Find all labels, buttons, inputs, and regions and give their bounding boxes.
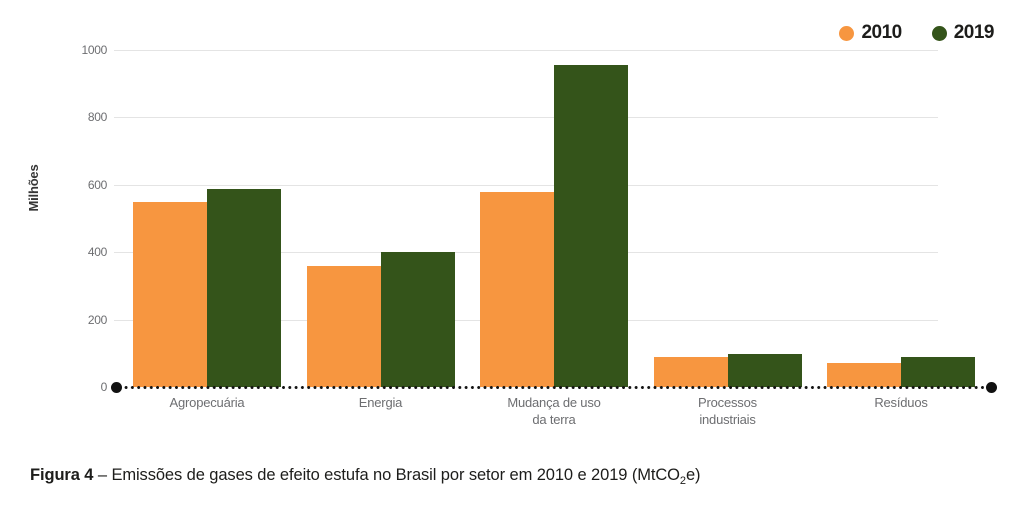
bar-2010-energia <box>306 266 381 387</box>
legend-item-2010: 2010 <box>839 22 902 44</box>
bar-2019-processos <box>727 354 802 387</box>
x-category-label: Resíduos <box>874 395 928 410</box>
caption-text: Emissões de gases de efeito estufa no Br… <box>111 466 628 484</box>
legend-item-2019: 2019 <box>931 22 995 44</box>
bar-2019-resíduos <box>901 357 975 387</box>
x-category-label: Energia <box>358 395 403 410</box>
bar-2010-mudança-de-uso <box>480 192 554 387</box>
y-tick-label-400: 400 <box>87 245 107 260</box>
legend-label: 2019 <box>953 22 995 43</box>
gridline-600 <box>114 184 938 186</box>
bar-2010-agropecuária <box>133 202 207 387</box>
y-tick-label-0: 0 <box>100 380 108 394</box>
caption-separator: – <box>97 466 107 484</box>
y-tick-label-600: 600 <box>87 177 107 192</box>
figure-caption: Figura 4 – Emissões de gases de efeito e… <box>30 466 701 487</box>
baseline-left-dot <box>110 381 122 393</box>
chart-legend: 2010 2019 <box>839 22 995 44</box>
bar-2010-resíduos <box>827 363 901 387</box>
legend-dot-icon <box>839 25 855 41</box>
zero-baseline <box>112 385 992 389</box>
caption-unit: (MtCO2e) <box>631 466 701 487</box>
caption-figure-number: Figura 4 <box>30 466 94 484</box>
legend-dot-icon <box>931 25 947 41</box>
gridline-1000 <box>114 50 938 51</box>
y-tick-label-200: 200 <box>87 312 107 327</box>
bar-2010-processos <box>653 357 728 387</box>
x-category-label: Processos industriais <box>698 395 757 427</box>
bar-2019-energia <box>380 252 455 387</box>
gridline-800 <box>114 117 938 119</box>
baseline-right-dot <box>985 381 997 393</box>
y-tick-label-800: 800 <box>87 110 107 125</box>
y-tick-label-1000: 1000 <box>81 43 108 57</box>
legend-label: 2010 <box>861 22 902 43</box>
x-category-label: Mudança de uso da terra <box>507 395 601 427</box>
x-category-label: Agropecuária <box>169 395 245 410</box>
bar-2019-agropecuária <box>207 189 281 387</box>
bar-2019-mudança-de-uso <box>554 65 628 387</box>
